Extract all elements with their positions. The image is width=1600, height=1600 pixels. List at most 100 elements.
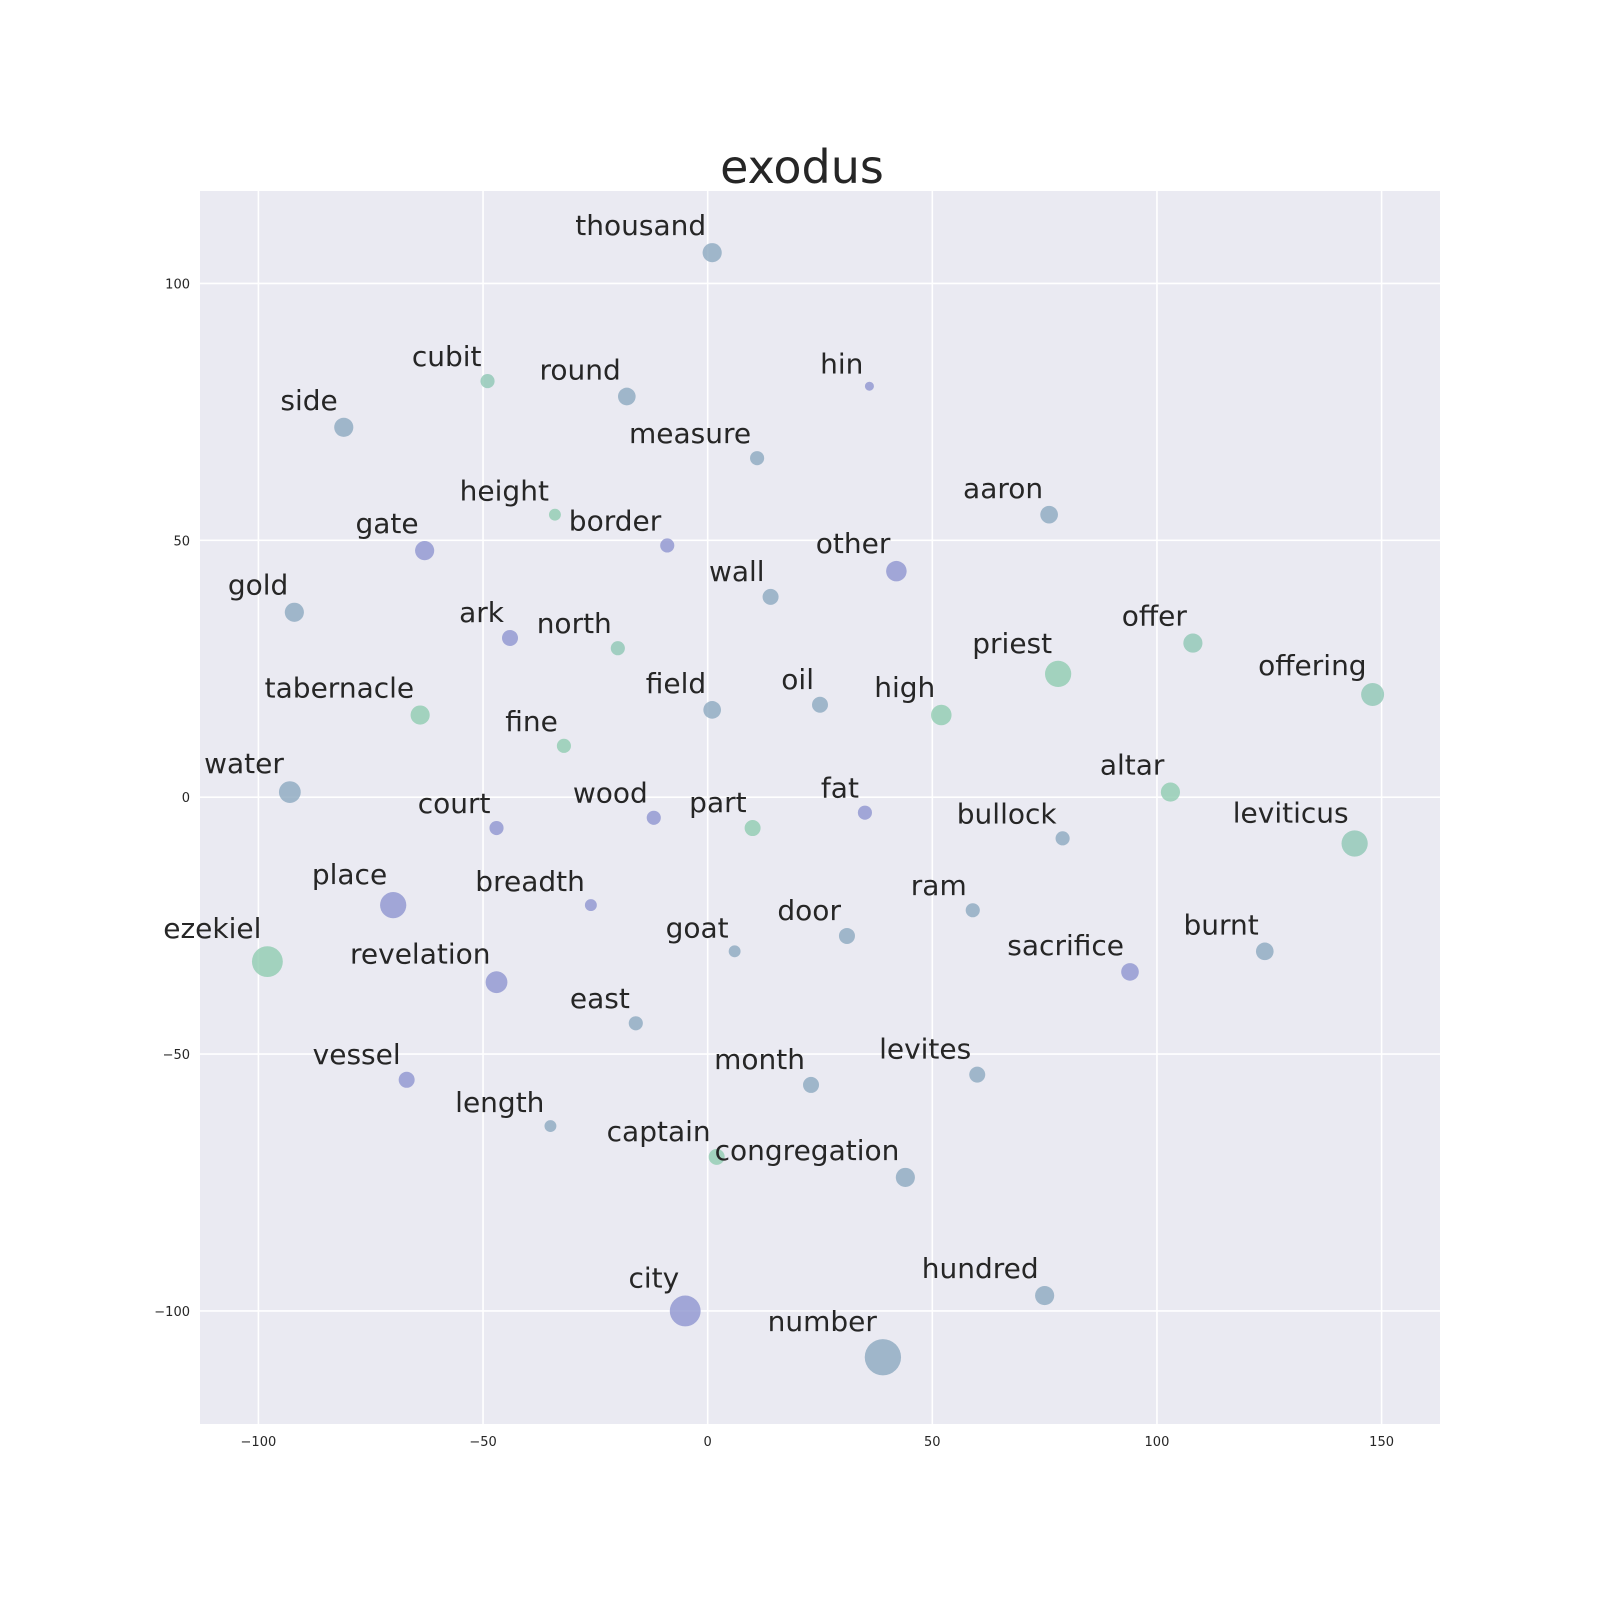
- x-tick-label: 150: [1369, 1435, 1394, 1450]
- point-label-hin: hin: [820, 348, 863, 381]
- point-offering: [1361, 682, 1385, 706]
- point-label-month: month: [714, 1043, 805, 1076]
- point-label-number: number: [768, 1305, 878, 1338]
- x-tick-label: 50: [924, 1435, 941, 1450]
- point-label-cubit: cubit: [412, 340, 482, 373]
- point-label-bullock: bullock: [957, 797, 1058, 830]
- point-label-ezekiel: ezekiel: [163, 912, 261, 945]
- point-label-door: door: [777, 894, 841, 927]
- point-label-thousand: thousand: [575, 209, 706, 242]
- point-number: [864, 1339, 902, 1376]
- point-high: [931, 704, 952, 726]
- point-hundred: [1035, 1285, 1055, 1306]
- point-label-tabernacle: tabernacle: [265, 671, 414, 704]
- y-tick-label: −100: [154, 1305, 190, 1320]
- point-tabernacle: [410, 705, 430, 725]
- point-label-fat: fat: [821, 772, 859, 805]
- point-label-length: length: [455, 1086, 544, 1119]
- point-bullock: [1055, 831, 1070, 846]
- y-tick-label: −50: [163, 1048, 190, 1063]
- point-side: [334, 417, 354, 437]
- point-wall: [762, 588, 779, 605]
- point-burnt: [1255, 942, 1274, 961]
- point-label-offering: offering: [1258, 649, 1366, 682]
- point-label-levites: levites: [879, 1033, 971, 1066]
- point-label-side: side: [280, 384, 337, 417]
- x-tick-label: 100: [1145, 1435, 1170, 1450]
- point-label-captain: captain: [607, 1115, 711, 1148]
- point-label-water: water: [204, 747, 284, 780]
- point-captain: [708, 1148, 725, 1165]
- x-tick-label: −50: [469, 1435, 496, 1450]
- point-label-other: other: [816, 527, 891, 560]
- chart-title: exodus: [720, 140, 884, 194]
- point-label-hundred: hundred: [922, 1252, 1039, 1285]
- point-label-measure: measure: [629, 417, 751, 450]
- point-label-court: court: [418, 787, 491, 820]
- point-label-ram: ram: [911, 869, 967, 902]
- point-label-north: north: [537, 607, 612, 640]
- point-cubit: [480, 374, 495, 389]
- point-label-altar: altar: [1100, 749, 1165, 782]
- point-label-border: border: [569, 504, 662, 537]
- point-water: [278, 781, 301, 803]
- point-label-burnt: burnt: [1184, 909, 1259, 942]
- point-label-height: height: [460, 475, 549, 508]
- point-label-field: field: [646, 667, 706, 700]
- point-ram: [965, 903, 980, 918]
- point-label-high: high: [874, 671, 935, 704]
- point-offer: [1183, 633, 1203, 653]
- point-label-oil: oil: [781, 663, 814, 696]
- point-place: [380, 891, 407, 919]
- point-revelation: [485, 971, 508, 994]
- point-priest: [1044, 660, 1072, 688]
- point-court: [489, 820, 504, 836]
- point-label-vessel: vessel: [313, 1038, 401, 1071]
- point-gold: [284, 602, 304, 622]
- point-label-congregation: congregation: [715, 1134, 900, 1167]
- y-tick-label: 100: [165, 277, 190, 292]
- point-label-revelation: revelation: [350, 937, 491, 970]
- point-levites: [969, 1066, 986, 1083]
- point-round: [617, 387, 636, 406]
- plot-background: [200, 191, 1440, 1424]
- point-altar: [1160, 782, 1181, 802]
- point-thousand: [702, 243, 722, 263]
- point-goat: [728, 945, 741, 958]
- point-label-fine: fine: [505, 705, 558, 738]
- point-ark: [502, 629, 518, 646]
- point-breadth: [584, 899, 597, 912]
- point-label-gold: gold: [228, 569, 288, 602]
- point-ezekiel: [251, 946, 283, 978]
- point-gate: [415, 541, 435, 561]
- point-label-wall: wall: [709, 555, 765, 588]
- point-vessel: [398, 1071, 415, 1088]
- point-other: [886, 560, 907, 582]
- point-fat: [857, 805, 872, 820]
- point-label-part: part: [689, 786, 746, 819]
- point-label-priest: priest: [972, 627, 1052, 660]
- point-leviticus: [1341, 830, 1368, 857]
- point-label-sacrifice: sacrifice: [1007, 929, 1124, 962]
- x-tick-label: −100: [241, 1435, 277, 1450]
- point-aaron: [1040, 505, 1058, 524]
- point-congregation: [895, 1167, 915, 1187]
- point-label-aaron: aaron: [963, 472, 1043, 505]
- point-border: [660, 538, 675, 553]
- point-label-offer: offer: [1122, 600, 1188, 633]
- point-label-leviticus: leviticus: [1233, 796, 1349, 829]
- point-height: [548, 508, 561, 521]
- point-hin: [864, 381, 874, 391]
- point-north: [610, 641, 625, 656]
- point-label-goat: goat: [666, 911, 729, 944]
- point-field: [703, 701, 722, 719]
- point-measure: [750, 451, 765, 466]
- point-part: [744, 820, 761, 837]
- point-city: [669, 1295, 701, 1327]
- point-sacrifice: [1121, 963, 1139, 981]
- point-label-breadth: breadth: [475, 865, 585, 898]
- y-tick-label: 0: [182, 791, 190, 806]
- point-east: [628, 1016, 643, 1031]
- x-tick-label: 0: [704, 1435, 712, 1450]
